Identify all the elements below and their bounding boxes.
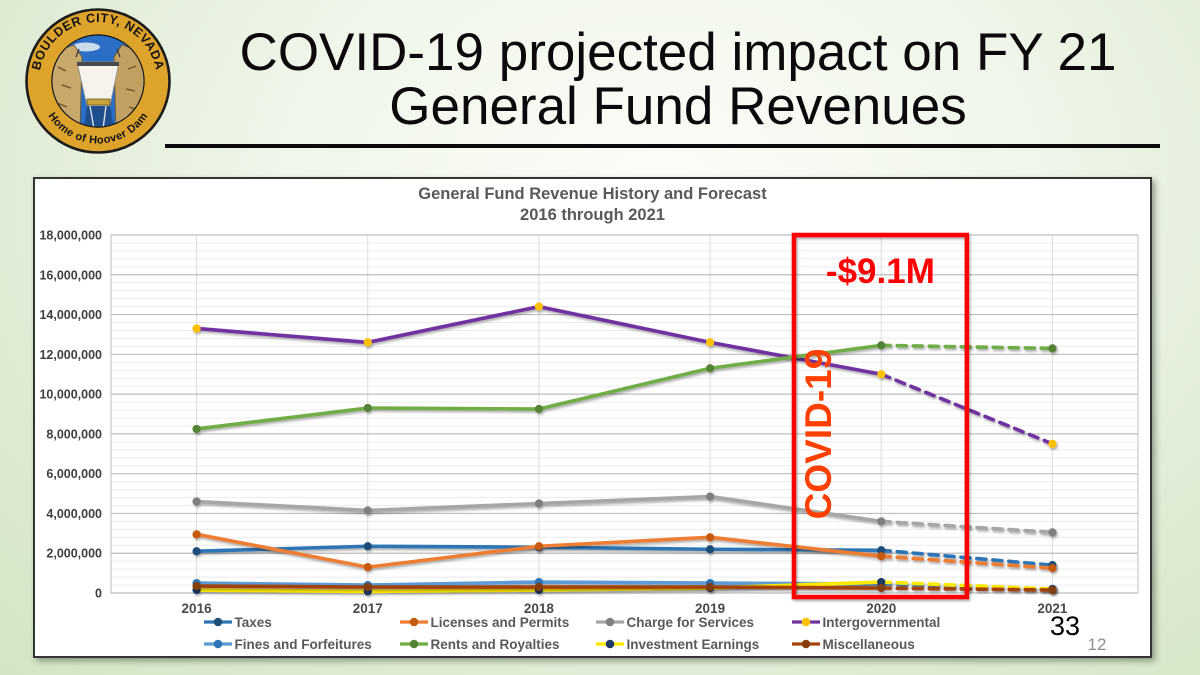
y-axis-label: 8,000,000 [46,427,102,441]
legend-marker-miscellaneous [791,639,820,649]
slide-page-number: 33 [1049,611,1081,641]
legend-item-taxes: Taxes [203,612,395,632]
legend-label: Taxes [234,614,272,630]
legend-item-rents-and-royalties: Rents and Royalties [399,634,591,654]
series-rents-and-royalties [192,341,1057,434]
series-licenses-and-permits [192,530,1057,573]
x-axis-label: 2016 [182,601,213,616]
legend-marker-licenses-and-permits [399,617,428,627]
legend-marker-taxes [203,617,232,627]
legend-item-charge-for-services: Charge for Services [595,612,787,632]
chart-title-line1: General Fund Revenue History and Forecas… [418,185,767,203]
chart-page-number: 12 [1087,635,1107,654]
y-axis-label: 14,000,000 [39,308,102,322]
y-axis-label: 4,000,000 [46,507,102,521]
x-axis-label: 2020 [866,601,896,616]
vertical-gridlines [196,235,1053,593]
chart-container: 0 2,000,000 4,000,000 6,000,000 8,000,000 10,… [33,177,1152,658]
y-axis-label: 18,000,000 [39,229,102,243]
legend-label: Fines and Forfeitures [234,636,372,652]
loss-amount-label: -$9.1M [826,252,935,291]
slide-title-line2: General Fund Revenues [389,77,967,136]
hoover-dam-scene [52,35,144,127]
legend-item-fines-and-forfeitures: Fines and Forfeitures [203,634,395,654]
legend-item-investment-earnings: Investment Earnings [595,634,787,654]
x-axis-label: 2018 [524,601,555,616]
legend-marker-fines-and-forfeitures [203,639,232,649]
plot-border [110,234,1139,594]
chart-legend: Taxes Licenses and Permits Charge for Serv… [35,612,1150,654]
legend-item-licenses-and-permits: Licenses and Permits [399,612,591,632]
legend-marker-charge-for-services [595,617,624,627]
legend-label: Miscellaneous [822,636,915,652]
minor-gridlines [111,242,1138,586]
y-axis-label: 10,000,000 [39,388,102,402]
legend-label: Charge for Services [626,614,755,630]
legend-label: Investment Earnings [626,636,760,652]
chart-title-line2: 2016 through 2021 [520,206,665,224]
slide-title-line1: COVID-19 projected impact on FY 21 [239,23,1117,82]
x-axis-label: 2017 [353,601,383,616]
x-axis-label: 2019 [695,601,725,616]
boulder-city-seal-logo: BOULDER CITY, NEVADA Home of Hoover Dam [25,8,171,154]
legend-label: Intergovernmental [822,614,941,630]
legend-label: Licenses and Permits [430,614,570,630]
chart-title: General Fund Revenue History and Forecas… [35,184,1150,226]
legend-marker-rents-and-royalties [399,639,428,649]
slide-title: COVID-19 projected impact on FY 21 Gener… [178,26,1178,134]
legend-marker-investment-earnings [595,639,624,649]
x-axis-label: 2021 [1037,601,1068,616]
title-underline [165,144,1160,148]
y-axis-label: 12,000,000 [39,348,102,362]
covid-box [791,232,970,600]
covid-annotation: -$9.1M COVID-19 [791,232,970,600]
y-axis-label: 16,000,000 [39,268,102,282]
legend-item-intergovernmental: Intergovernmental [791,612,983,632]
y-axis-label: 2,000,000 [46,547,102,561]
legend-label: Rents and Royalties [430,636,560,652]
line-chart: 0 2,000,000 4,000,000 6,000,000 8,000,000 10,… [39,229,1139,616]
y-axis-label: 6,000,000 [46,467,102,481]
series-intergovernmental [192,302,1057,448]
legend-marker-intergovernmental [791,617,820,627]
series-taxes [192,542,1057,570]
covid-label: COVID-19 [798,349,839,520]
legend-item-miscellaneous: Miscellaneous [791,634,983,654]
y-axis-label: 0 [95,587,102,601]
